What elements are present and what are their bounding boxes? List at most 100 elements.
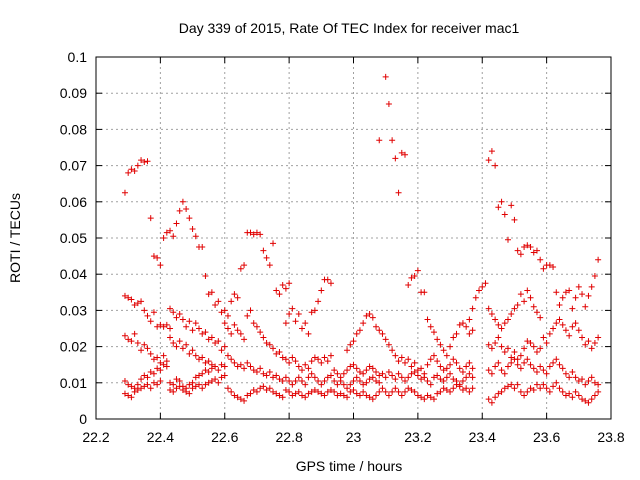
data-point xyxy=(498,343,505,350)
data-point xyxy=(369,365,376,372)
x-tick-label: 23.4 xyxy=(469,429,496,445)
data-point xyxy=(305,374,312,381)
data-point xyxy=(488,345,495,352)
data-point xyxy=(257,231,264,238)
data-point xyxy=(527,244,534,251)
data-point xyxy=(505,345,511,352)
data-point xyxy=(527,339,534,346)
data-point xyxy=(550,359,557,366)
x-tick-label: 22.4 xyxy=(147,429,174,445)
data-point xyxy=(434,336,441,343)
data-point xyxy=(443,387,450,394)
data-point xyxy=(466,316,473,323)
data-point xyxy=(183,388,190,395)
data-point xyxy=(495,204,502,211)
data-point xyxy=(450,356,457,363)
data-point xyxy=(282,387,289,394)
data-point xyxy=(411,273,418,280)
data-point xyxy=(212,376,219,383)
data-point xyxy=(501,385,508,392)
data-point xyxy=(121,390,128,397)
data-point xyxy=(579,291,586,298)
data-point xyxy=(250,367,257,374)
x-axis-tick-labels: 22.2 22.4 22.6 22.8 23 23.2 23.4 23.6 23.8 xyxy=(82,429,624,445)
data-point xyxy=(511,385,518,392)
data-point xyxy=(134,300,141,307)
data-point xyxy=(218,374,225,381)
data-point xyxy=(279,282,286,289)
data-point xyxy=(414,372,421,379)
data-point xyxy=(524,338,531,345)
data-point xyxy=(212,301,219,308)
data-point xyxy=(279,377,286,384)
data-point xyxy=(437,388,444,395)
data-point xyxy=(189,385,196,392)
data-point xyxy=(241,336,248,343)
data-point xyxy=(170,309,177,316)
data-point xyxy=(176,383,183,390)
data-point xyxy=(543,385,550,392)
data-point xyxy=(450,376,457,383)
data-point xyxy=(282,285,289,292)
data-point xyxy=(469,374,476,381)
data-point xyxy=(270,374,277,381)
data-point xyxy=(125,392,132,399)
data-point xyxy=(250,320,257,327)
data-point xyxy=(495,321,502,328)
data-point xyxy=(572,374,579,381)
data-point xyxy=(456,383,463,390)
data-point xyxy=(373,392,380,399)
data-point xyxy=(179,198,186,205)
data-point xyxy=(244,312,251,319)
data-point xyxy=(224,312,231,319)
data-point xyxy=(263,387,270,394)
data-point xyxy=(369,374,376,381)
data-point xyxy=(466,330,473,337)
data-point xyxy=(527,294,534,301)
data-point xyxy=(430,352,437,359)
data-point xyxy=(408,387,415,394)
data-point xyxy=(366,394,373,401)
data-point xyxy=(533,381,540,388)
data-point xyxy=(456,321,463,328)
data-point xyxy=(556,301,563,308)
data-point xyxy=(559,388,566,395)
data-point xyxy=(276,376,283,383)
data-point xyxy=(508,202,515,209)
data-point xyxy=(321,354,328,361)
data-point xyxy=(405,374,412,381)
data-point xyxy=(234,327,241,334)
data-point xyxy=(591,379,598,386)
data-point xyxy=(501,320,508,327)
data-point xyxy=(167,305,174,312)
data-point xyxy=(308,370,315,377)
data-point xyxy=(353,365,360,372)
data-point xyxy=(286,377,293,384)
data-point xyxy=(492,162,499,169)
y-tick-label: 0 xyxy=(79,411,87,427)
data-point xyxy=(253,368,260,375)
data-point xyxy=(202,367,209,374)
data-point xyxy=(282,374,289,381)
data-point xyxy=(353,390,360,397)
data-point xyxy=(128,394,135,401)
data-point xyxy=(469,385,476,392)
data-point xyxy=(395,388,402,395)
data-point xyxy=(466,388,473,395)
data-point xyxy=(202,329,209,336)
data-point xyxy=(340,381,347,388)
data-point xyxy=(533,349,540,356)
data-point xyxy=(582,397,589,404)
data-point xyxy=(192,320,199,327)
data-point xyxy=(447,343,454,350)
data-point xyxy=(202,381,209,388)
data-point xyxy=(324,276,331,283)
data-point xyxy=(559,321,566,328)
data-point xyxy=(292,318,299,325)
data-point xyxy=(366,363,373,370)
data-point xyxy=(270,388,277,395)
y-tick-label: 0.07 xyxy=(60,158,87,174)
y-tick-label: 0.02 xyxy=(60,339,87,355)
data-point xyxy=(186,381,193,388)
data-point xyxy=(276,392,283,399)
